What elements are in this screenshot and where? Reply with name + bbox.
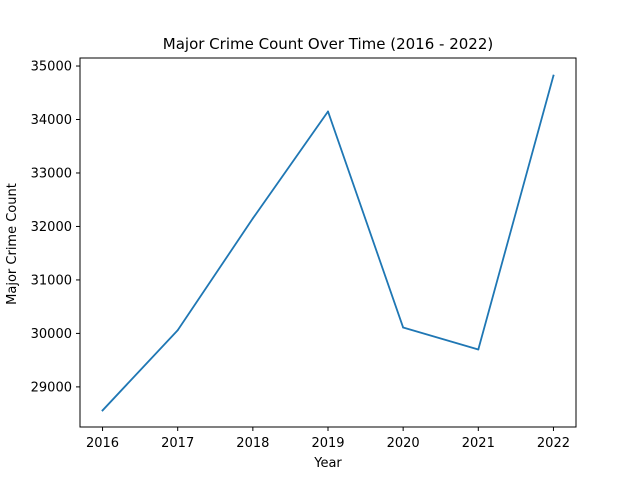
x-tick-label: 2021 bbox=[462, 436, 495, 451]
x-tick-label: 2019 bbox=[311, 436, 344, 451]
data-point bbox=[176, 329, 179, 332]
data-point bbox=[251, 217, 254, 220]
y-tick-label: 35000 bbox=[31, 60, 72, 75]
x-tick-label: 2018 bbox=[236, 436, 269, 451]
y-tick-label: 29000 bbox=[31, 380, 72, 395]
series-layer bbox=[101, 74, 555, 412]
y-tick-label: 32000 bbox=[31, 220, 72, 235]
y-tick-label: 34000 bbox=[31, 113, 72, 128]
plot-frame bbox=[79, 57, 577, 428]
y-axis-label: Major Crime Count bbox=[5, 183, 20, 305]
ticks-layer: 2016 2017 2018 2019 2020 2021 2022 29000 30000 31… bbox=[31, 60, 570, 451]
x-tick-label: 2016 bbox=[86, 436, 119, 451]
data-point bbox=[327, 110, 329, 113]
data-point bbox=[402, 326, 405, 329]
data-point bbox=[477, 348, 480, 351]
data-point bbox=[552, 74, 555, 77]
y-tick-label: 31000 bbox=[31, 273, 72, 288]
x-tick-label: 2017 bbox=[161, 436, 194, 451]
x-tick-label: 2022 bbox=[537, 436, 570, 451]
y-tick-label: 30000 bbox=[31, 327, 72, 342]
chart-title: Major Crime Count Over Time (2016 - 2022… bbox=[163, 35, 493, 53]
x-tick-label: 2020 bbox=[387, 436, 420, 451]
x-axis-label: Year bbox=[313, 456, 342, 471]
data-point bbox=[101, 409, 104, 412]
y-tick-label: 33000 bbox=[31, 166, 72, 181]
